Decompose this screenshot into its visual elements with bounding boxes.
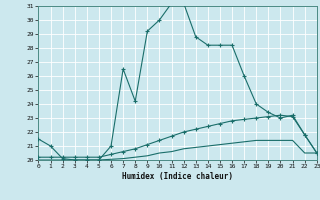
X-axis label: Humidex (Indice chaleur): Humidex (Indice chaleur) [122,172,233,181]
